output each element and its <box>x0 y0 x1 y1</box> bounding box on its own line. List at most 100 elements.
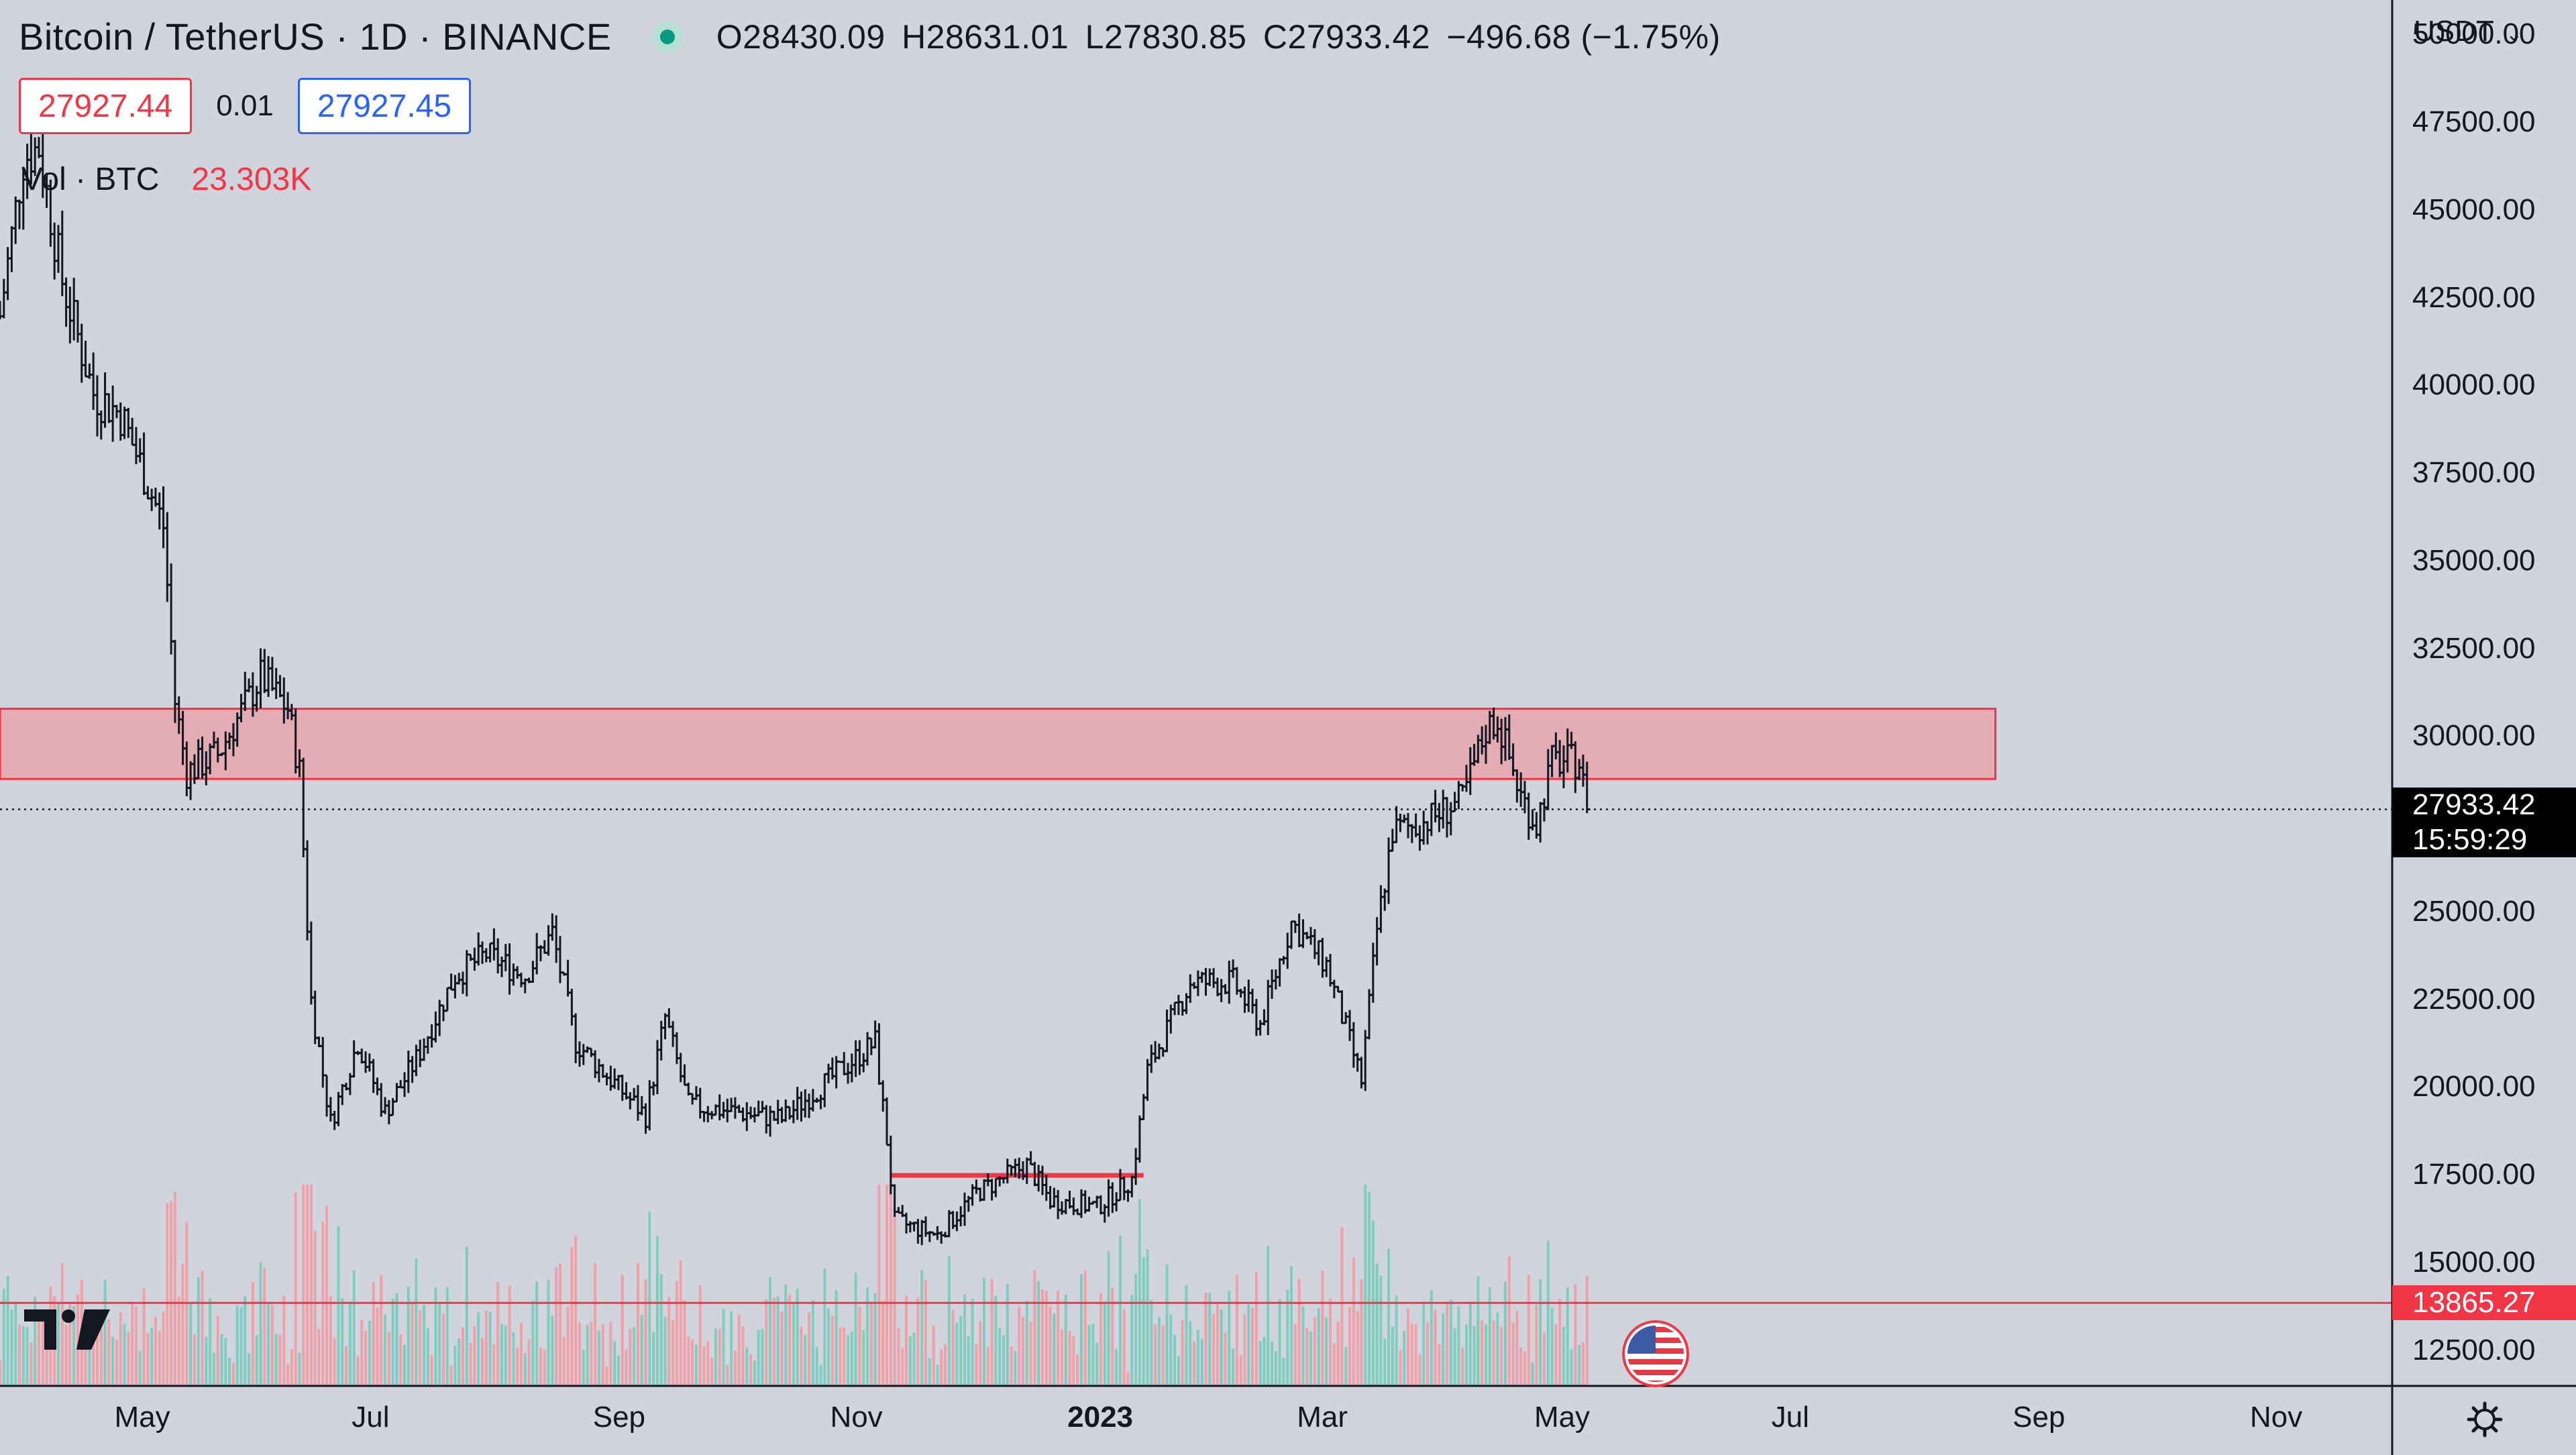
volume-bar <box>1232 1348 1235 1386</box>
volume-bar <box>1321 1270 1324 1386</box>
volume-bar <box>1453 1328 1456 1386</box>
volume-bar <box>1111 1287 1114 1386</box>
volume-bar <box>239 1307 243 1386</box>
volume-bar <box>963 1294 966 1386</box>
volume-bar <box>908 1336 912 1386</box>
candle <box>841 1052 848 1075</box>
volume-bar <box>1076 1354 1079 1386</box>
candle <box>506 943 513 995</box>
volume-bar <box>578 1322 581 1386</box>
volume-bar <box>6 1276 9 1386</box>
volume-bar <box>597 1330 600 1386</box>
candle <box>1447 802 1454 836</box>
candle <box>78 323 85 383</box>
candle <box>1389 828 1396 852</box>
time-tick-label: Mar <box>1297 1401 1348 1434</box>
tradingview-logo[interactable] <box>24 1307 110 1352</box>
candle <box>852 1040 859 1077</box>
volume-bar <box>574 1236 578 1386</box>
candle <box>160 486 167 549</box>
volume-bar <box>395 1293 398 1386</box>
candle <box>1136 1115 1143 1163</box>
symbol-title[interactable]: Bitcoin / TetherUS · 1D · BINANCE <box>19 15 612 58</box>
volume-bar <box>543 1350 546 1386</box>
candle <box>1245 979 1252 1012</box>
candle <box>1105 1179 1112 1217</box>
candle <box>1128 1175 1136 1197</box>
volume-bar <box>858 1306 861 1386</box>
volume-bar <box>17 1324 21 1386</box>
volume-bar <box>95 1323 99 1386</box>
volume-bar <box>201 1271 204 1386</box>
candle <box>1109 1182 1116 1214</box>
candle <box>1272 969 1279 990</box>
volume-bar <box>1138 1199 1141 1386</box>
candle <box>1525 792 1532 840</box>
volume-bar <box>1286 1289 1289 1386</box>
volume-bar <box>1515 1311 1519 1386</box>
volume-bar <box>847 1335 850 1386</box>
volume-bar <box>694 1344 698 1386</box>
volume-bar <box>380 1275 383 1386</box>
volume-bar <box>994 1295 998 1386</box>
volume-bar <box>644 1279 647 1386</box>
volume-bar <box>1570 1349 1573 1386</box>
candle <box>409 1056 416 1083</box>
volume-bar <box>10 1309 13 1386</box>
volume-bar <box>1271 1341 1274 1386</box>
symbol-header: Bitcoin / TetherUS · 1D · BINANCE O28430… <box>19 15 1727 58</box>
candle <box>980 1179 987 1201</box>
candle <box>1284 932 1291 969</box>
volume-bar <box>115 1340 118 1386</box>
currency-selector[interactable]: USDT ⌄ <box>2414 15 2522 48</box>
volume-bar <box>551 1315 554 1386</box>
us-flag-icon[interactable] <box>1622 1320 1689 1387</box>
candle <box>1027 1151 1034 1166</box>
volume-bar <box>951 1309 955 1386</box>
candle <box>661 1013 669 1040</box>
volume-bar <box>547 1280 550 1386</box>
volume-bar <box>663 1317 667 1386</box>
volume-bar <box>294 1193 297 1386</box>
candle <box>86 363 93 379</box>
volume-bar <box>337 1226 340 1386</box>
volume-bar <box>1438 1344 1441 1386</box>
volume-bar <box>1523 1351 1526 1386</box>
alert-price-tag[interactable]: 13865.27 <box>2392 1285 2576 1321</box>
volume-bar <box>1503 1281 1507 1386</box>
candle <box>1315 940 1322 966</box>
volume-legend[interactable]: Vol · BTC 23.303K <box>21 161 311 198</box>
volume-bar <box>636 1262 639 1386</box>
volume-bar <box>730 1311 733 1386</box>
volume-bar <box>1481 1320 1484 1386</box>
volume-bar <box>1146 1249 1149 1386</box>
sell-button[interactable]: 27927.44 <box>19 78 193 134</box>
volume-bar <box>1550 1307 1554 1386</box>
resistance-zone[interactable] <box>0 708 1997 780</box>
volume-bar <box>819 1364 822 1386</box>
volume-bar <box>1348 1307 1352 1386</box>
candle <box>374 1077 381 1095</box>
candle <box>105 393 113 423</box>
price-tick-label: 42500.00 <box>2412 280 2536 314</box>
candle <box>763 1105 770 1134</box>
candle <box>421 1038 428 1061</box>
settings-gear-icon[interactable] <box>2466 1401 2504 1438</box>
candle <box>1113 1192 1120 1211</box>
buy-button[interactable]: 27927.45 <box>297 78 472 134</box>
volume-bar <box>920 1270 924 1386</box>
price-tick-label: 17500.00 <box>2412 1158 2536 1191</box>
volume-bar <box>1181 1320 1184 1386</box>
volume-bar <box>298 1352 301 1386</box>
candle <box>385 1099 392 1125</box>
candle <box>580 1044 587 1065</box>
volume-bar <box>244 1296 247 1386</box>
volume-bar <box>348 1301 352 1386</box>
candle <box>1155 1043 1163 1060</box>
volume-bar <box>434 1287 437 1386</box>
candle <box>588 1047 595 1057</box>
candle <box>428 1024 435 1048</box>
candle <box>471 947 478 971</box>
candle <box>393 1083 400 1103</box>
